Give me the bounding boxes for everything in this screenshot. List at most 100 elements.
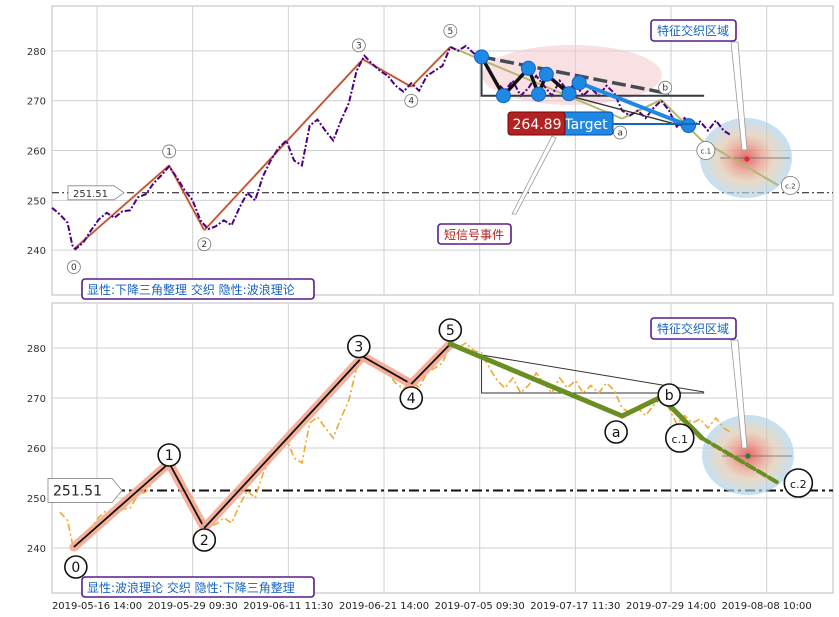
top-wave-marker-5 [443,23,458,38]
bottom-wave-marker-9 [783,468,814,498]
bottom-panel-legend: 显性:波浪理论 交织 隐性:下降三角整理 [81,576,315,598]
bottom-wave-label-1: 1 [165,448,174,464]
top-wave-label-5: 5 [447,27,453,37]
triangle-point-2 [520,60,536,76]
top-panel-legend: 显性:下降三角整理 交织 隐性:波浪理论 [81,278,315,300]
triangle-point-4 [538,66,554,82]
top-wave-marker-6 [613,125,628,140]
top-wave-lines [73,45,779,251]
top-y-tick-labels: 240 250 260 270 280 [27,47,46,257]
top-wave-seg-7 [660,98,703,142]
bottom-wave-seg-5 [447,341,625,419]
bottom-wave-label-4: 4 [407,391,416,407]
top-zone-label-box: 特征交织区域 [650,19,737,42]
top-y-tick-250: 250 [27,196,46,207]
bottom-wave-label-3: 3 [354,340,363,356]
bottom-wave-seg-1 [168,462,206,529]
signal-pointer [511,135,557,215]
triangle-point-1 [495,88,511,104]
bottom-wave-labels: 0 1 2 3 4 5 a b c.1 c.2 [64,318,814,579]
bottom-wave-seg-0 [73,462,170,548]
bottom-wave-seg-3 [362,355,412,385]
x-tick-7: 2019-08-08 10:00 [722,601,812,612]
x-tick-6: 2019-07-29 14:00 [626,601,716,612]
bottom-wave-marker-6 [604,420,628,444]
bottom-wave-seg-2 [203,355,364,529]
top-y-tick-240: 240 [27,246,46,257]
bot-y-tick-240: 240 [27,544,46,555]
top-wave-marker-3 [351,38,366,53]
bottom-wave-seg-4 [410,343,451,385]
bottom-wave-marker-0 [64,555,88,579]
x-tick-1: 2019-05-29 09:30 [148,601,238,612]
top-wave-marker-0 [66,260,81,275]
top-wave-label-7: b [662,84,668,94]
x-tick-3: 2019-06-21 14:00 [339,601,429,612]
target-label: Target [563,117,608,133]
top-wave-marker-9 [780,175,800,195]
triangle-breakout-line [578,80,690,128]
bottom-panel-legend-text: 显性:波浪理论 交织 隐性:下降三角整理 [87,580,295,595]
bottom-y-tick-labels: 240 250 260 270 280 [27,344,46,555]
bottom-wave-marker-4 [399,386,424,410]
bottom-wave-label-9: c.2 [790,478,807,491]
price-tag-label: 264.89 [513,117,562,133]
triangle-point-0 [474,49,490,65]
bottom-wave-marker-2 [192,528,217,552]
x-tick-0: 2019-05-16 14:00 [52,601,142,612]
top-wave-label-0: 0 [71,263,77,273]
top-wave-seg-core-3 [362,58,412,88]
bottom-wave-label-2: 2 [200,533,209,549]
top-zone-center-dot [744,156,750,162]
top-y-tick-280: 280 [27,47,46,58]
triangle-upper-line [481,55,670,96]
bottom-level-tag: 251.51 [47,478,123,503]
top-wave-label-3: 3 [356,41,362,51]
bottom-wave-lines [69,339,781,552]
signal-event-label: 短信号事件 [444,228,504,242]
bottom-wave-label-7: b [665,388,674,404]
top-wave-label-2: 2 [201,240,207,250]
bot-y-tick-250: 250 [27,494,46,505]
bottom-wave-marker-8 [664,423,695,453]
top-wave-seg-core-2 [204,59,364,231]
bot-y-tick-280: 280 [27,344,46,355]
top-wave-seg-core-4 [410,46,451,88]
bottom-wave-marker-5 [438,318,463,342]
bottom-wave-seg-6 [619,394,664,419]
triangle-base-line [480,56,705,97]
bottom-zone-center-dot [745,453,751,459]
top-panel: 240 250 260 270 280 251.51 0 1 2 3 4 5 a b c.1 c.2 Ta… [27,5,834,300]
bottom-wave-marker-1 [157,443,181,467]
bottom-zone-pointer [730,339,748,449]
top-level-tag: 251.51 [67,185,125,201]
x-tick-5: 2019-07-17 11:30 [530,601,620,612]
bottom-zone-label-box: 特征交织区域 [650,317,737,340]
bottom-wave-label-6: a [612,425,621,441]
top-zone-label: 特征交织区域 [657,23,729,38]
bottom-wave-marker-3 [347,334,371,359]
top-wave-marker-1 [162,144,177,159]
top-panel-legend-text: 显性:下降三角整理 交织 隐性:波浪理论 [87,282,295,297]
x-tick-labels: 2019-05-16 14:00 2019-05-29 09:30 2019-06-… [52,601,812,612]
bottom-panel: 240 250 260 270 280 251.51 0 1 2 3 4 5 a b c.1 c.2 特征… [27,302,834,598]
top-wave-marker-4 [404,93,419,108]
top-wave-marker-2 [197,237,212,252]
bottom-zone-label: 特征交织区域 [657,321,729,336]
bottom-wave-label-5: 5 [446,323,455,339]
top-wave-labels: 0 1 2 3 4 5 a b c.1 c.2 [66,23,800,275]
bottom-wave-marker-7 [657,383,681,407]
top-level-label: 251.51 [73,189,108,200]
triangle-point-6 [571,75,587,91]
bottom-wave-label-0: 0 [71,560,80,576]
triangle-point-7 [681,118,697,134]
x-tick-4: 2019-07-05 09:30 [435,601,525,612]
triangle-point-5 [561,86,577,102]
top-wave-marker-7 [658,80,673,95]
price-tag-box [507,111,566,136]
top-wave-marker-8 [696,141,716,160]
top-wave-label-8: c.1 [701,148,712,156]
bot-y-tick-260: 260 [27,444,46,455]
bottom-wave-seg-8 [699,436,781,485]
